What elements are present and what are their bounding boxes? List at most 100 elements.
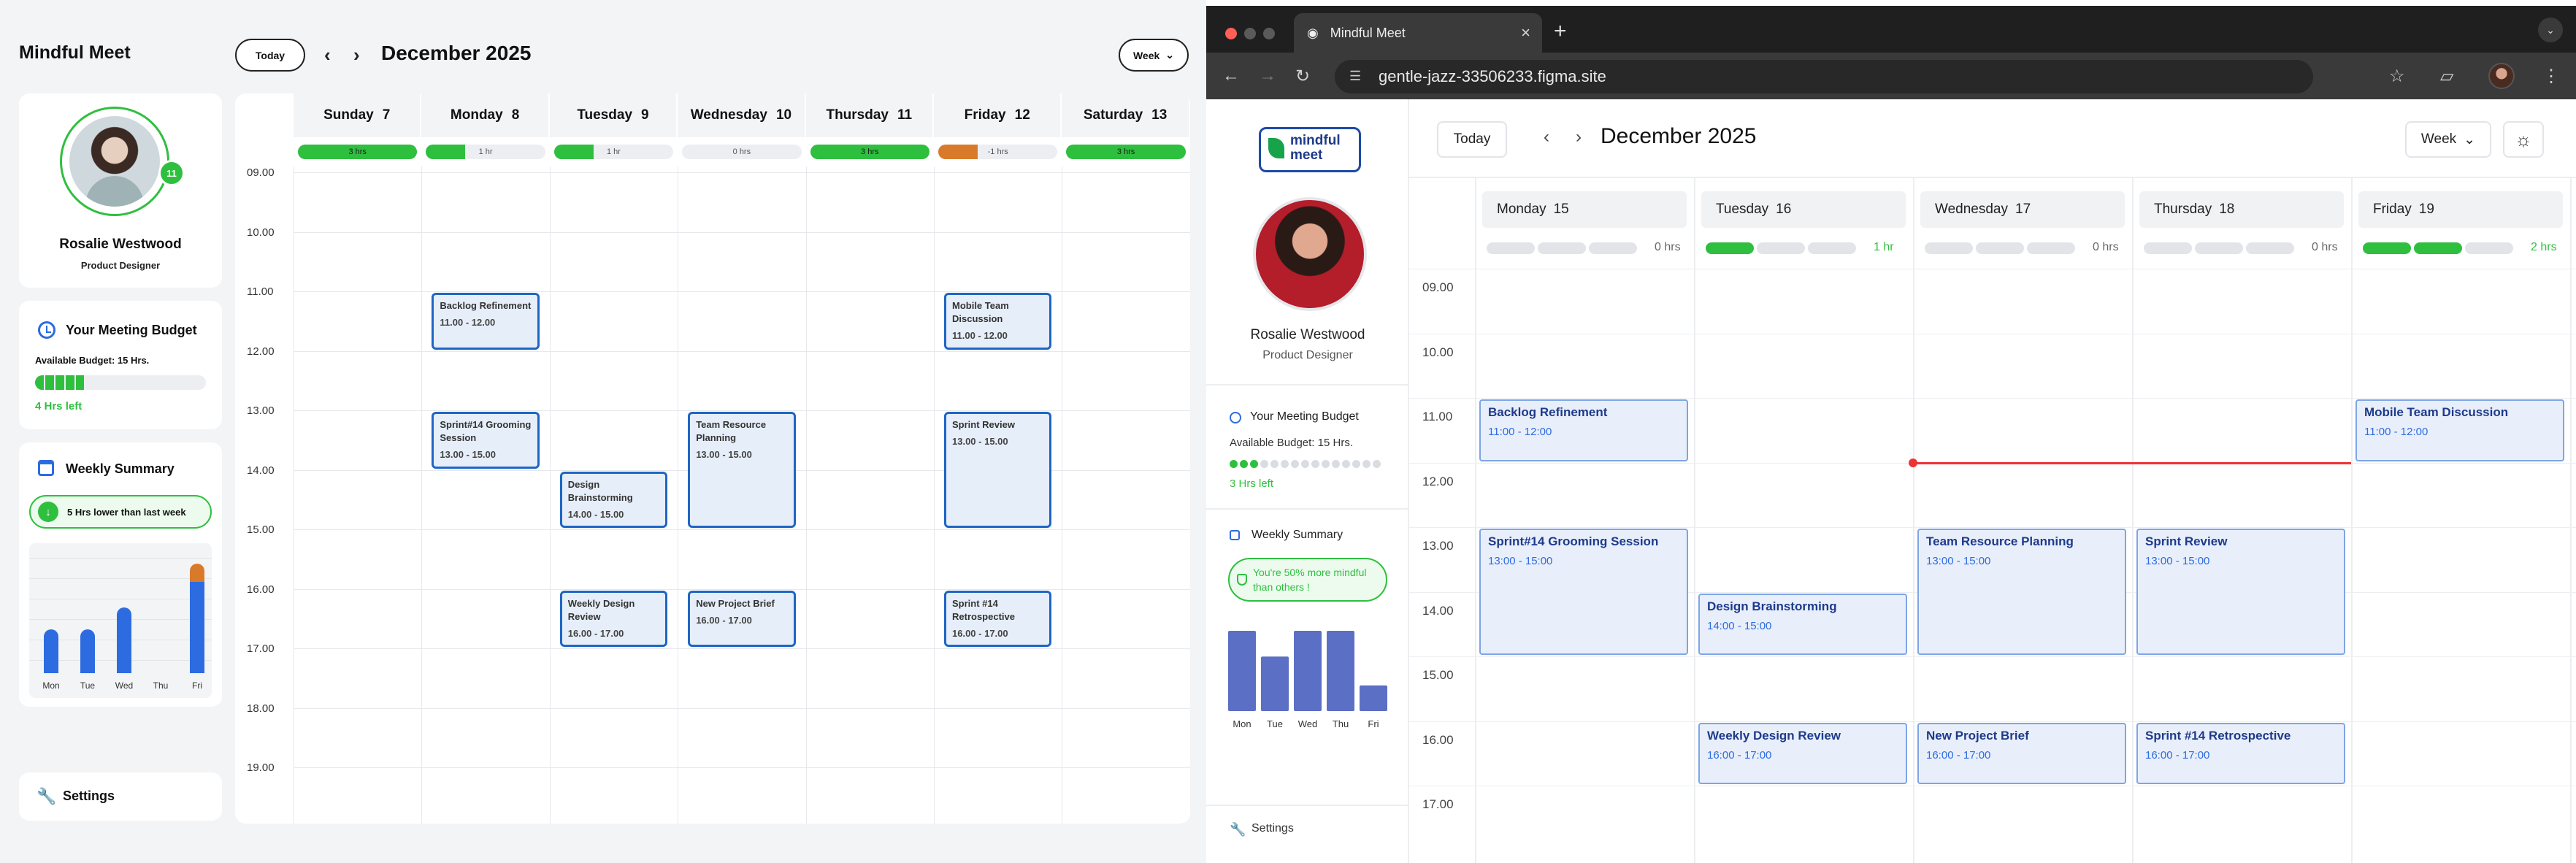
grid-line [1475,178,1476,863]
event-card[interactable]: Sprint#14 Grooming Session 13:00 - 15:00 [1479,529,1688,655]
new-tab-icon[interactable]: + [1554,19,1567,43]
site-info-icon[interactable]: ☰ [1349,69,1362,83]
prev-week-icon[interactable]: ‹ [324,44,331,66]
bookmark-star-icon[interactable]: ☆ [2389,66,2405,86]
event-card[interactable]: Backlog Refinement 11.00 - 12.00 [432,293,540,350]
budget-segment [96,375,104,390]
hours-pill [1487,242,1535,254]
today-button[interactable]: Today [235,39,305,72]
today-button[interactable]: Today [1437,121,1507,158]
next-week-icon[interactable]: › [1576,127,1582,147]
time-label: 12.00 [247,345,275,358]
event-time: 11:00 - 12:00 [1488,426,1552,438]
event-card[interactable]: Sprint#14 Grooming Session 13.00 - 15.00 [432,412,540,469]
maximize-window-icon[interactable] [1263,28,1275,39]
event-title: Design Brainstorming [1707,599,1837,613]
day-header[interactable]: Wednesday 17 [1920,191,2125,228]
forward-icon[interactable]: → [1259,66,1276,85]
day-header[interactable]: Monday 15 [1482,191,1687,228]
chevron-down-icon: ⌄ [1165,49,1175,61]
day-header[interactable]: Thursday 11 [805,93,934,137]
budget-segment [126,375,135,390]
time-label: 14.00 [1422,603,1454,618]
browser-profile-avatar[interactable] [2488,63,2515,89]
budget-available: Available Budget: 15 Hrs. [35,355,150,366]
meeting-budget-card: Your Meeting Budget Available Budget: 15… [19,301,222,429]
event-time: 11.00 - 12.00 [440,317,496,328]
hours-pill [2195,242,2243,254]
settings-label[interactable]: Settings [1251,822,1294,835]
extensions-icon[interactable]: ▱ [2440,66,2454,86]
day-header[interactable]: Saturday 13 [1062,93,1190,137]
grid-line [294,410,1190,411]
day-header[interactable]: Wednesday 10 [678,93,806,137]
budget-segment [65,375,74,390]
theme-toggle-icon[interactable]: ☼ [2503,121,2544,158]
toolbar: ← → ↻ ☰ gentle-jazz-33506233.figma.site … [1206,53,2576,99]
event-card[interactable]: Design Brainstorming 14.00 - 15.00 [559,471,668,528]
day-header[interactable]: Tuesday 16 [1701,191,1906,228]
event-card[interactable]: Team Resource Planning 13:00 - 15:00 [1917,529,2126,655]
event-card[interactable]: Design Brainstorming 14:00 - 15:00 [1698,593,1907,655]
day-header[interactable]: Thursday 18 [2139,191,2344,228]
day-hours-bar: -1 hrs [938,145,1058,159]
day-header[interactable]: Sunday 7 [294,93,422,137]
event-card[interactable]: Sprint Review 13.00 - 15.00 [944,412,1052,528]
time-label: 13.00 [247,404,275,417]
event-card[interactable]: Backlog Refinement 11:00 - 12:00 [1479,399,1688,461]
settings-item[interactable]: 🔧 Settings [19,772,222,821]
day-hours-bar: 1 hr [553,145,674,159]
back-icon[interactable]: ← [1222,66,1240,85]
budget-dot [1281,460,1289,468]
chart-tick-label: Thu [1333,718,1349,729]
more-menu-icon[interactable]: ⋮ [2542,66,2560,86]
close-tab-icon[interactable]: × [1521,23,1530,42]
view-label: Week [1132,49,1160,61]
summary-pill-text: You're 50% more mindful than others ! [1253,567,1367,593]
hours-pill [2144,242,2192,254]
view-select[interactable]: Week ⌄ [2405,121,2491,158]
summary-pill: You're 50% more mindful than others ! [1228,558,1387,602]
event-card[interactable]: Mobile Team Discussion 11:00 - 12:00 [2355,399,2564,461]
event-title: Weekly Design Review [1707,728,1841,743]
chart-bar [1261,656,1289,711]
event-time: 13:00 - 15:00 [2145,555,2210,567]
tab-search-icon[interactable]: ⌄ [2538,18,2563,42]
event-card[interactable]: Sprint #14 Retrospective 16:00 - 17:00 [2136,722,2345,784]
grid-line [2132,178,2134,863]
hours-pill [1706,242,1754,254]
close-window-icon[interactable] [1225,28,1237,39]
grid-line [294,707,1190,709]
day-header[interactable]: Monday 8 [421,93,550,137]
time-label: 11.00 [247,285,274,298]
url-text: gentle-jazz-33506233.figma.site [1379,67,1606,85]
event-card[interactable]: New Project Brief 16:00 - 17:00 [1917,722,2126,784]
reload-icon[interactable]: ↻ [1295,66,1311,86]
event-card[interactable]: New Project Brief 16.00 - 17.00 [688,590,796,647]
month-title: December 2025 [381,42,532,64]
day-date: 8 [511,107,520,123]
minimize-window-icon[interactable] [1244,28,1256,39]
prev-week-icon[interactable]: ‹ [1544,127,1549,147]
budget-left: 3 Hrs left [1230,477,1274,490]
event-card[interactable]: Team Resource Planning 13.00 - 15.00 [688,412,796,528]
browser-tab[interactable]: ◉ Mindful Meet × [1294,13,1542,53]
summary-title: Weekly Summary [66,461,175,476]
day-header[interactable]: Friday 19 [2358,191,2563,228]
event-card[interactable]: Mobile Team Discussion 11.00 - 12.00 [944,293,1052,350]
address-bar[interactable]: ☰ gentle-jazz-33506233.figma.site [1335,60,2313,93]
next-week-icon[interactable]: › [353,44,360,66]
view-select[interactable]: Week ⌄ [1119,39,1189,72]
notification-badge[interactable]: 11 [158,160,185,186]
day-header[interactable]: Friday 12 [934,93,1062,137]
grid-line [2351,178,2353,863]
day-header[interactable]: Tuesday 9 [549,93,678,137]
event-card[interactable]: Sprint Review 13:00 - 15:00 [2136,529,2345,655]
time-label: 10.00 [1422,345,1454,359]
event-card[interactable]: Sprint #14 Retrospective 16.00 - 17.00 [944,590,1052,647]
event-card[interactable]: Weekly Design Review 16.00 - 17.00 [559,590,668,647]
event-card[interactable]: Weekly Design Review 16:00 - 17:00 [1698,722,1907,784]
hours-fill [553,145,594,159]
grid-line [1409,527,2576,528]
event-time: 13:00 - 15:00 [1926,555,1991,567]
